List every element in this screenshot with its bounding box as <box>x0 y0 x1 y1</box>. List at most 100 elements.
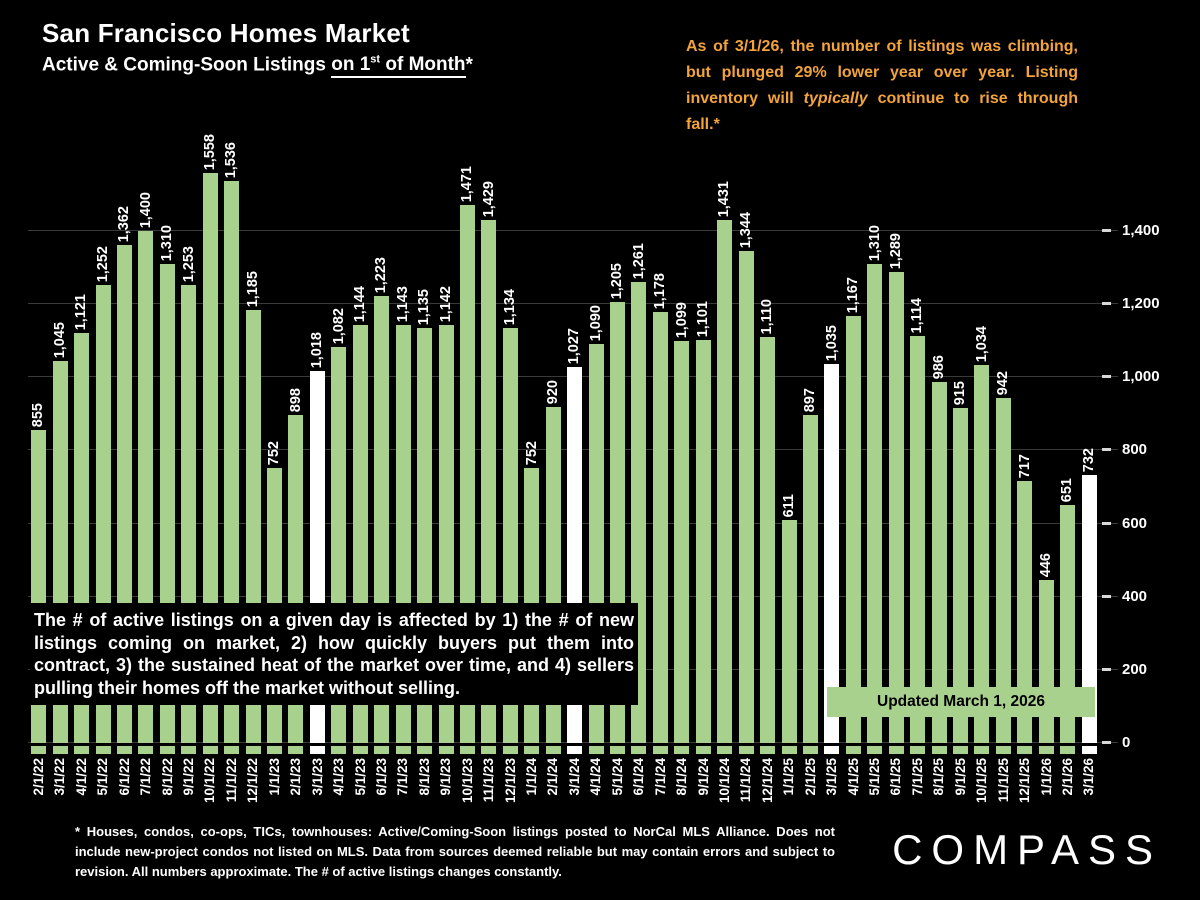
y-tick-mark <box>1102 741 1111 744</box>
bar-value-label: 1,099 <box>673 301 690 338</box>
axis-stub <box>502 746 518 754</box>
bar-value-label: 1,035 <box>823 324 840 361</box>
y-tick-mark <box>1102 229 1111 232</box>
x-axis-label: 5/1/25 <box>867 758 883 796</box>
bar-column: 752 1/1/24 <box>521 110 542 832</box>
bar-column: 1,536 11/1/22 <box>221 110 242 832</box>
bar-column: 752 1/1/23 <box>264 110 285 832</box>
bar-column: 1,310 5/1/25 <box>864 110 885 832</box>
bar-value-label: 1,310 <box>866 224 883 261</box>
bar-column: 942 11/1/25 <box>993 110 1014 832</box>
x-label-cell: 6/1/24 <box>631 758 646 832</box>
bar-value-label: 1,090 <box>587 304 604 341</box>
x-axis-label: 7/1/23 <box>395 758 411 796</box>
axis-stub <box>631 746 647 754</box>
y-tick-label: 200 <box>1122 660 1148 678</box>
x-axis-label: 3/1/26 <box>1081 758 1097 796</box>
x-axis-label: 1/1/26 <box>1038 758 1054 796</box>
bar-column: 1,310 8/1/22 <box>157 110 178 832</box>
bar-column: 1,558 10/1/22 <box>200 110 221 832</box>
bar <box>910 336 926 743</box>
x-axis-label: 9/1/24 <box>695 758 711 796</box>
x-axis-label: 7/1/25 <box>909 758 925 796</box>
x-axis-label: 7/1/22 <box>138 758 154 796</box>
x-label-cell: 5/1/24 <box>610 758 625 832</box>
y-tick-label: 1,200 <box>1122 295 1160 313</box>
bar <box>781 520 797 743</box>
footnote: * Houses, condos, co-ops, TICs, townhous… <box>75 824 835 880</box>
x-label-cell: 10/1/22 <box>202 758 217 832</box>
x-label-cell: 12/1/23 <box>503 758 518 832</box>
bar-column: 1,035 3/1/25 <box>821 110 842 832</box>
axis-stub <box>417 746 433 754</box>
bar-value-label: 1,143 <box>394 285 411 322</box>
y-tick-mark <box>1102 667 1111 671</box>
bar-column: 1,099 8/1/24 <box>671 110 692 832</box>
bar-value-label: 1,252 <box>94 245 111 282</box>
x-label-cell: 9/1/24 <box>695 758 711 832</box>
bar-column: 1,167 4/1/25 <box>843 110 864 832</box>
axis-stub <box>995 746 1011 754</box>
axis-stub <box>695 746 711 754</box>
bar-stack: 611 <box>778 110 799 743</box>
subtitle-underline-post: of Month <box>380 54 466 76</box>
bar-value-label: 1,362 <box>116 205 133 242</box>
bar-column: 1,253 9/1/22 <box>178 110 199 832</box>
bar-value-label: 1,121 <box>73 293 90 330</box>
bar-value-label: 1,223 <box>373 256 390 293</box>
axis-stub <box>1060 746 1076 754</box>
x-label-cell: 3/1/26 <box>1081 758 1097 832</box>
x-axis-label: 7/1/24 <box>652 758 668 796</box>
bar-value-label: 1,110 <box>759 298 776 335</box>
axis-stub <box>1017 746 1033 754</box>
axis-stub <box>74 746 90 754</box>
x-axis-label: 8/1/22 <box>159 758 175 796</box>
bar-value-label: 898 <box>287 387 304 412</box>
x-axis-label: 4/1/22 <box>73 758 89 796</box>
gridline <box>28 303 1118 305</box>
bar-value-label: 986 <box>930 354 947 379</box>
page-title: San Francisco Homes Market <box>42 18 410 48</box>
axis-stub <box>159 746 175 754</box>
axis-stub <box>1038 746 1054 754</box>
bar <box>738 251 754 743</box>
x-label-cell: 8/1/22 <box>159 758 175 832</box>
axis-stub <box>245 746 261 754</box>
x-axis-label: 2/1/23 <box>288 758 304 796</box>
x-label-cell: 11/1/22 <box>224 758 239 832</box>
x-label-cell: 3/1/24 <box>567 758 582 832</box>
axis-stub <box>717 746 733 754</box>
bar-column: 1,178 7/1/24 <box>650 110 671 832</box>
bar-value-label: 446 <box>1038 552 1055 577</box>
axis-stub <box>867 746 883 754</box>
bar-column: 1,034 10/1/25 <box>971 110 992 832</box>
axis-stub <box>802 746 818 754</box>
bar-value-label: 752 <box>266 440 283 465</box>
annotation-note: As of 3/1/26, the number of listings was… <box>686 34 1078 138</box>
bar-column: 1,471 10/1/23 <box>457 110 478 832</box>
bar-stack: 1,110 <box>757 110 778 743</box>
x-label-cell: 5/1/22 <box>95 758 110 832</box>
x-label-cell: 8/1/24 <box>674 758 689 832</box>
bar-column: 1,121 4/1/22 <box>71 110 92 832</box>
x-label-cell: 7/1/23 <box>395 758 411 832</box>
bar-stack: 717 <box>1014 110 1035 743</box>
bar-value-label: 1,344 <box>737 211 754 248</box>
axis-stub <box>845 746 861 754</box>
x-label-cell: 11/1/25 <box>996 758 1011 832</box>
x-axis-label: 8/1/23 <box>416 758 432 796</box>
listings-bar-chart: 855 2/1/22 1,045 3/1/22 1,121 4/1/22 1,252 5/1/… <box>28 110 1118 840</box>
x-label-cell: 1/1/26 <box>1038 758 1054 832</box>
x-axis-label: 2/1/22 <box>30 758 46 796</box>
bar-column: 1,027 3/1/24 <box>564 110 585 832</box>
y-tick-mark <box>1102 594 1111 598</box>
x-axis-label: 1/1/24 <box>524 758 540 796</box>
chart-subtitle: Active & Coming-Soon Listings on 1st of … <box>42 54 473 79</box>
bar <box>824 364 840 743</box>
y-axis: 0 200 400 600 800 1,000 1,200 1,400 <box>1100 110 1196 751</box>
x-label-cell: 3/1/25 <box>824 758 839 832</box>
x-label-cell: 1/1/25 <box>781 758 796 832</box>
x-label-cell: 2/1/24 <box>545 758 560 832</box>
bar <box>695 340 711 743</box>
x-label-cell: 1/1/23 <box>267 758 282 832</box>
